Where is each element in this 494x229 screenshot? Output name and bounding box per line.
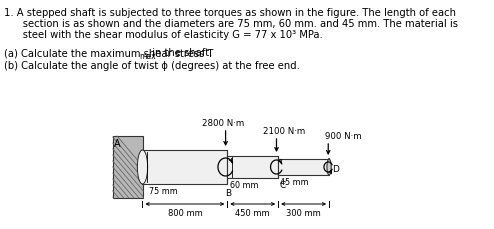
Ellipse shape bbox=[138, 151, 147, 183]
Text: (a) Calculate the maximum shear stress T: (a) Calculate the maximum shear stress T bbox=[4, 48, 214, 58]
Text: (b) Calculate the angle of twist ϕ (degrees) at the free end.: (b) Calculate the angle of twist ϕ (degr… bbox=[4, 61, 300, 71]
Bar bbox=[278, 159, 329, 175]
Text: C: C bbox=[279, 180, 285, 189]
Text: 2800 N·m: 2800 N·m bbox=[202, 118, 244, 128]
Text: D: D bbox=[332, 165, 339, 174]
Text: max: max bbox=[139, 51, 156, 60]
Text: 300 mm: 300 mm bbox=[286, 208, 321, 217]
Text: section is as shown and the diameters are 75 mm, 60 mm. and 45 mm. The material : section is as shown and the diameters ar… bbox=[4, 19, 458, 29]
Text: 45 mm: 45 mm bbox=[280, 177, 309, 186]
Text: 900 N·m: 900 N·m bbox=[325, 131, 362, 140]
Text: A: A bbox=[114, 138, 120, 148]
Bar bbox=[142, 150, 227, 184]
Bar bbox=[227, 156, 278, 178]
Text: 60 mm: 60 mm bbox=[230, 180, 258, 189]
Text: 800 mm: 800 mm bbox=[167, 208, 202, 217]
Text: B: B bbox=[225, 188, 231, 197]
Polygon shape bbox=[113, 136, 143, 198]
Text: 2100 N·m: 2100 N·m bbox=[263, 126, 305, 135]
Ellipse shape bbox=[327, 159, 331, 175]
Text: steel with the shear modulus of elasticity G = 77 x 10³ MPa.: steel with the shear modulus of elastici… bbox=[4, 30, 323, 40]
Ellipse shape bbox=[137, 150, 148, 184]
Text: 1. A stepped shaft is subjected to three torques as shown in the figure. The len: 1. A stepped shaft is subjected to three… bbox=[4, 8, 456, 18]
Text: 450 mm: 450 mm bbox=[236, 208, 270, 217]
Text: 75 mm: 75 mm bbox=[149, 186, 178, 195]
Text: in the shaft.: in the shaft. bbox=[150, 48, 213, 58]
